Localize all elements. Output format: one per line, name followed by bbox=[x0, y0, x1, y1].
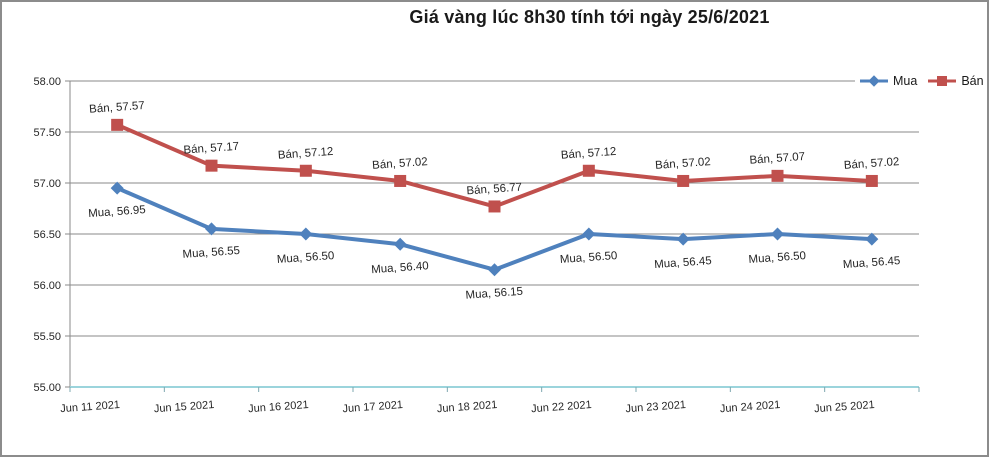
x-axis-label: Jun 23 2021 bbox=[625, 399, 686, 415]
marker-diamond-mua[interactable] bbox=[771, 227, 784, 241]
chart-title: Giá vàng lúc 8h30 tính tới ngày 25/6/202… bbox=[409, 7, 770, 27]
marker-diamond-mua[interactable] bbox=[488, 263, 501, 277]
data-label-mua: Mua, 56.50 bbox=[748, 250, 806, 266]
legend-item-mua[interactable]: Mua bbox=[859, 75, 917, 88]
data-label-mua: Mua, 56.45 bbox=[654, 255, 712, 271]
data-label-mua: Mua, 56.15 bbox=[465, 286, 523, 302]
line-square-marker-icon bbox=[928, 76, 957, 86]
line-diamond-marker-icon bbox=[860, 75, 888, 87]
marker-square-ban[interactable] bbox=[394, 174, 407, 187]
x-axis-label: Jun 17 2021 bbox=[342, 399, 403, 415]
y-tick-label: 57.00 bbox=[33, 178, 61, 190]
data-label-ban: Bán, 56.77 bbox=[466, 182, 522, 198]
legend: Mua Bán bbox=[855, 71, 987, 91]
data-label-ban: Bán, 57.57 bbox=[89, 100, 145, 116]
y-tick-label: 58.00 bbox=[33, 76, 61, 88]
marker-diamond-mua[interactable] bbox=[110, 181, 124, 195]
data-label-ban: Bán, 57.07 bbox=[749, 151, 805, 167]
x-axis-label: Jun 16 2021 bbox=[248, 399, 309, 415]
data-label-mua: Mua, 56.50 bbox=[560, 250, 618, 266]
data-label-mua: Mua, 56.50 bbox=[277, 250, 335, 266]
x-axis-label: Jun 15 2021 bbox=[153, 399, 214, 415]
marker-square-ban[interactable] bbox=[677, 174, 690, 187]
x-axis-label: Jun 18 2021 bbox=[436, 399, 497, 415]
data-label-mua: Mua, 56.40 bbox=[371, 260, 429, 276]
data-label-mua: Mua, 56.95 bbox=[88, 204, 146, 220]
legend-label-ban: Bán bbox=[961, 73, 984, 88]
x-axis-label: Jun 11 2021 bbox=[60, 399, 120, 415]
marker-square-ban[interactable] bbox=[205, 159, 218, 172]
marker-square-ban[interactable] bbox=[488, 200, 501, 213]
marker-diamond-mua[interactable] bbox=[582, 227, 596, 241]
x-axis-label: Jun 25 2021 bbox=[814, 399, 875, 415]
x-axis-label: Jun 22 2021 bbox=[531, 399, 592, 415]
data-label-mua: Mua, 56.45 bbox=[843, 255, 901, 271]
x-axis-label: Jun 24 2021 bbox=[719, 399, 780, 415]
marker-square-ban[interactable] bbox=[111, 118, 124, 131]
legend-diamond-icon bbox=[868, 75, 880, 87]
data-label-mua: Mua, 56.55 bbox=[182, 245, 240, 261]
data-label-ban: Bán, 57.02 bbox=[843, 156, 899, 172]
marker-square-ban[interactable] bbox=[582, 164, 595, 177]
marker-diamond-mua[interactable] bbox=[299, 227, 313, 241]
y-tick-label: 56.00 bbox=[33, 280, 61, 292]
legend-label-mua: Mua bbox=[893, 73, 918, 88]
y-tick-label: 56.50 bbox=[33, 229, 61, 241]
marker-diamond-mua[interactable] bbox=[205, 222, 218, 236]
marker-diamond-mua[interactable] bbox=[393, 237, 407, 251]
data-label-ban: Bán, 57.17 bbox=[183, 141, 239, 157]
legend-item-ban[interactable]: Bán bbox=[927, 73, 984, 88]
y-tick-label: 55.00 bbox=[33, 382, 61, 394]
data-label-ban: Bán, 57.02 bbox=[655, 156, 711, 172]
marker-square-ban[interactable] bbox=[865, 174, 878, 187]
data-label-ban: Bán, 57.12 bbox=[560, 146, 616, 162]
legend-square-icon bbox=[937, 76, 948, 86]
marker-diamond-mua[interactable] bbox=[676, 232, 690, 246]
data-label-ban: Bán, 57.02 bbox=[372, 156, 428, 172]
data-label-ban: Bán, 57.12 bbox=[277, 146, 333, 162]
y-tick-label: 57.50 bbox=[33, 127, 61, 139]
marker-diamond-mua[interactable] bbox=[865, 232, 879, 246]
marker-square-ban[interactable] bbox=[299, 164, 312, 177]
y-tick-label: 55.50 bbox=[33, 331, 61, 343]
marker-square-ban[interactable] bbox=[771, 169, 784, 182]
